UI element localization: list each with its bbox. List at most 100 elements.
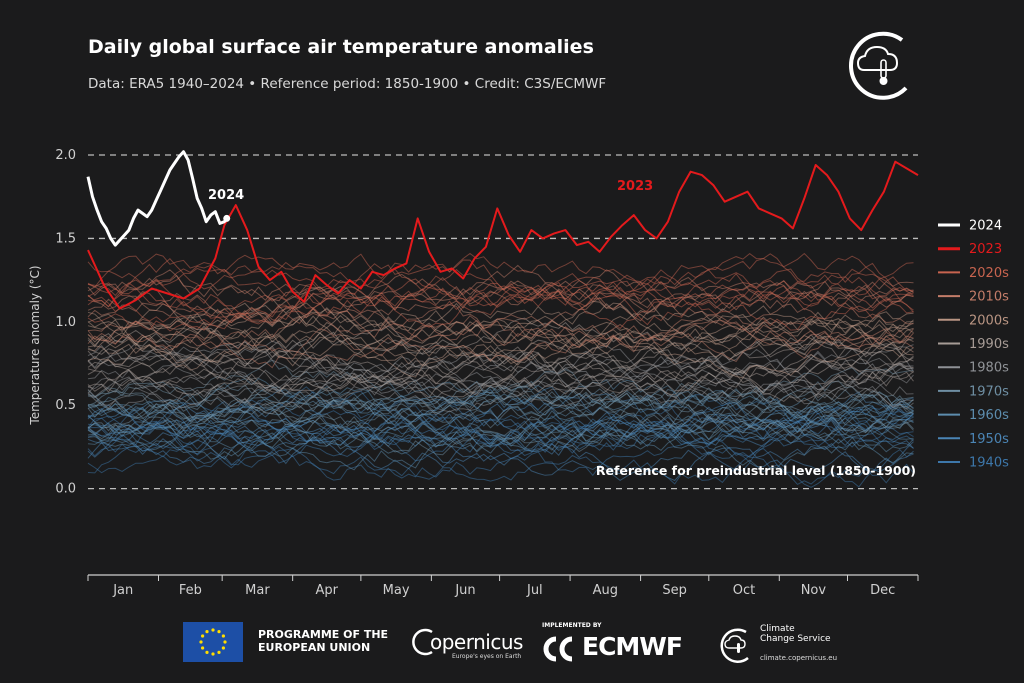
eu-line-1: PROGRAMME OF THE [258, 628, 389, 641]
series-2024-endpoint [223, 214, 231, 222]
decade-line-1960s [87, 377, 914, 423]
legend-label-1960s: 1960s [969, 408, 1009, 423]
decade-line-2010s [87, 302, 914, 353]
cloud-thermometer-icon [720, 628, 749, 663]
x-tick-label: Aug [593, 583, 618, 598]
y-tick-label: 1.0 [55, 315, 76, 330]
legend-label-2020s: 2020s [969, 266, 1009, 281]
decade-line-2000s [87, 302, 914, 337]
eu-star [201, 646, 205, 650]
decade-line-1960s [87, 419, 914, 473]
ecmwf-wordmark: ECMWF [582, 632, 683, 661]
legend-label-1940s: 1940s [969, 456, 1009, 471]
highlight-lines-group: 2024 2023 [86, 150, 919, 310]
decade-lines-group [87, 252, 914, 488]
decade-line-2000s [87, 315, 914, 355]
eu-flag-icon [183, 622, 243, 662]
decade-line-1980s [87, 360, 914, 406]
legend-label-2010s: 2010s [969, 290, 1009, 305]
eu-star [211, 652, 215, 656]
decade-line-1950s [87, 413, 914, 455]
footer-logos: PROGRAMME OF THE EUROPEAN UNION opernicu… [0, 610, 1024, 683]
legend-label-1970s: 1970s [969, 384, 1009, 399]
eu-star [211, 628, 215, 632]
decade-line-1980s [87, 363, 914, 406]
decade-line-2010s [87, 288, 914, 339]
eu-star [201, 634, 205, 638]
c3s-logo: Climate Change Service climate.copernicu… [718, 622, 848, 668]
decade-line-1970s [87, 382, 914, 429]
x-tick-label: Jul [526, 583, 543, 598]
cloud-thermometer-icon [849, 31, 908, 100]
x-tick-label: Jan [112, 583, 133, 598]
copernicus-wordmark: opernicus [430, 630, 523, 654]
eu-star [205, 650, 209, 654]
ecmwf-logo: IMPLEMENTED BY ECMWF [542, 622, 702, 666]
decade-line-1970s [87, 407, 914, 456]
decade-line-2000s [87, 308, 914, 357]
x-axis: Jan Feb Mar Apr May Jun Jul Aug Sep Oct Nov Dec [87, 574, 919, 598]
y-tick-label: 0.0 [55, 482, 76, 497]
copernicus-tagline: Europe's eyes on Earth [452, 653, 522, 660]
legend-label-1990s: 1990s [969, 337, 1009, 352]
x-tick-label: Apr [316, 583, 339, 598]
y-tick-label: 1.5 [55, 231, 76, 246]
decade-line-2020s [87, 280, 914, 330]
decade-line-1950s [87, 425, 914, 482]
decade-line-2010s [87, 280, 914, 322]
decade-line-1980s [87, 340, 914, 387]
legend-label-1950s: 1950s [969, 432, 1009, 447]
decade-line-1990s [87, 358, 914, 403]
decade-line-2000s [87, 336, 914, 379]
decade-line-2020s [87, 283, 914, 330]
eu-star [217, 650, 221, 654]
eu-star [221, 634, 225, 638]
decade-line-1960s [87, 418, 914, 471]
x-tick-label: Jun [454, 583, 475, 598]
chart-title: Daily global surface air temperature ano… [88, 36, 594, 58]
decade-line-2000s [87, 328, 914, 371]
y-tick-label: 0.5 [55, 398, 76, 413]
decade-line-2010s [87, 264, 914, 303]
decade-line-1950s [87, 427, 914, 475]
legend-label-2023: 2023 [969, 242, 1002, 257]
decade-line-1990s [87, 350, 914, 390]
c3s-line-2: Change Service [760, 634, 831, 644]
legend-label-1980s: 1980s [969, 361, 1009, 376]
decade-line-1950s [87, 411, 914, 456]
annotation-2023: 2023 [617, 179, 653, 194]
decade-line-1960s [87, 387, 914, 425]
x-tick-label: Sep [662, 583, 687, 598]
decade-line-1980s [87, 371, 914, 415]
series-line-2024 [86, 150, 228, 247]
copernicus-logo: opernicus Europe's eyes on Earth [410, 622, 523, 666]
x-tick-label: Oct [733, 583, 755, 598]
c3s-url: climate.copernicus.eu [760, 654, 838, 662]
decade-line-1970s [87, 392, 914, 432]
annotation-2024: 2024 [208, 188, 244, 203]
copernicus-icon [412, 628, 433, 656]
decade-line-1990s [87, 338, 914, 381]
x-tick-label: Mar [245, 583, 270, 598]
decade-line-2010s [87, 323, 914, 369]
decade-line-2010s [87, 280, 914, 326]
x-tick-label: Feb [179, 583, 202, 598]
legend: 2024 2023 2020s 2010s 2000s 1990s 1980s 1970s 19… [938, 219, 1009, 471]
eu-star [223, 640, 227, 644]
decade-line-2020s [87, 276, 914, 323]
decade-line-1970s [87, 405, 914, 441]
decade-line-2000s [87, 312, 914, 350]
legend-label-2000s: 2000s [969, 313, 1009, 328]
eu-programme-text: PROGRAMME OF THE EUROPEAN UNION [258, 628, 408, 654]
implemented-by-label: IMPLEMENTED BY [542, 622, 602, 629]
reference-label: Reference for preindustrial level (1850-… [596, 463, 916, 478]
decade-line-1990s [87, 350, 914, 391]
eu-star [205, 630, 209, 634]
c3s-line-1: Climate [760, 624, 795, 634]
y-axis-label: Temperature anomaly (°C) [28, 265, 42, 425]
decade-line-1970s [87, 392, 914, 445]
x-tick-label: May [383, 583, 410, 598]
x-tick-label: Nov [801, 583, 827, 598]
legend-label-2024: 2024 [969, 219, 1002, 234]
